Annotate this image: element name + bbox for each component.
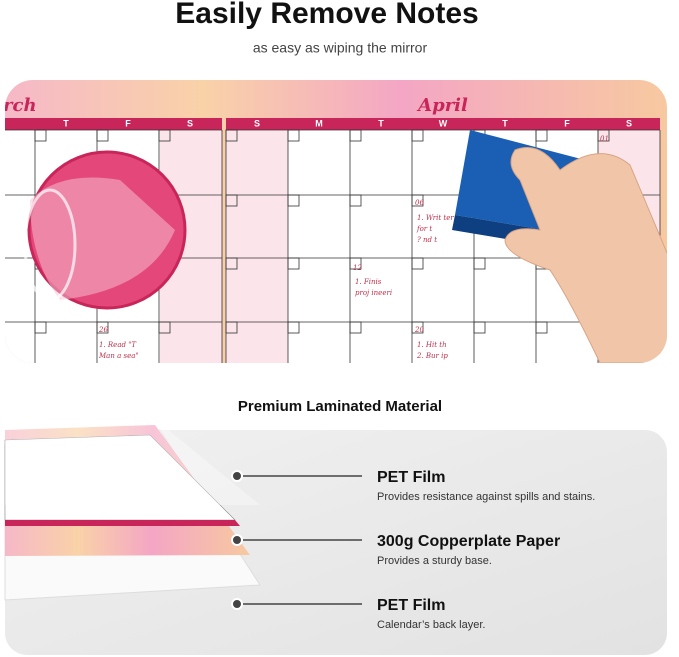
weekday: S <box>254 118 260 128</box>
layer-name: 300g Copperplate Paper <box>377 533 560 550</box>
note: Man a sea" <box>98 352 139 360</box>
date-box <box>473 257 486 270</box>
date-box <box>225 194 238 207</box>
date: 12 <box>353 264 362 272</box>
weekday: T <box>378 118 384 128</box>
weekday: M <box>315 118 323 128</box>
weekday: T <box>63 118 69 128</box>
pointer-dot <box>231 598 243 610</box>
date: 06 <box>415 199 424 207</box>
date-box <box>287 194 300 207</box>
date-box <box>349 129 362 142</box>
calendar-bar <box>5 520 240 526</box>
section-title: Premium Laminated Material <box>238 398 442 415</box>
film-sheet <box>30 177 175 300</box>
weekday: S <box>187 118 193 128</box>
date-box <box>411 257 424 270</box>
weekend-column <box>226 130 288 363</box>
date-box <box>225 321 238 334</box>
note: 1. Writ ter <box>417 214 454 222</box>
date-box <box>158 321 171 334</box>
date-box <box>411 321 424 334</box>
date: 20 <box>414 326 424 334</box>
note: 1. Read "T <box>99 341 137 349</box>
film-roll <box>23 188 77 302</box>
layer-description: Calendar’s back layer. <box>377 619 485 631</box>
date-box <box>225 129 238 142</box>
date-box <box>473 321 486 334</box>
weekday: W <box>439 118 448 128</box>
date-box <box>287 129 300 142</box>
note: 2. Bur ip <box>416 352 448 360</box>
subtitle: as easy as wiping the mirror <box>253 40 428 56</box>
pointer-dot <box>231 470 243 482</box>
film-sheet <box>5 415 260 505</box>
layers-illustration <box>4 415 261 601</box>
date-box <box>349 321 362 334</box>
date-box <box>349 257 362 270</box>
date: 26 <box>98 326 108 334</box>
layer-name: PET Film <box>377 469 445 486</box>
note: 1. Finis <box>355 278 382 286</box>
date-box <box>597 129 610 142</box>
weekday-bar <box>5 118 222 130</box>
note: proj ineeri <box>355 289 392 297</box>
date-box <box>158 129 171 142</box>
date-box <box>287 257 300 270</box>
weekday: F <box>125 118 131 128</box>
month-label: rch <box>3 95 37 116</box>
date: 01 <box>600 135 609 143</box>
hand <box>504 147 667 363</box>
date-box <box>96 321 109 334</box>
date-box <box>349 194 362 207</box>
date-box <box>535 129 548 142</box>
note: 1. Hit th <box>417 341 447 349</box>
date-box <box>225 257 238 270</box>
date-box <box>96 129 109 142</box>
date-box <box>34 129 47 142</box>
date-box <box>411 194 424 207</box>
weekday: S <box>626 118 632 128</box>
layer-description: Provides a sturdy base. <box>377 555 492 567</box>
month-label: April <box>416 95 468 116</box>
weekday: F <box>564 118 570 128</box>
layer-description: Provides resistance against spills and s… <box>377 491 595 503</box>
note: for t <box>416 225 432 233</box>
title: Easily Remove Notes <box>175 0 478 30</box>
weekday: T <box>502 118 508 128</box>
date-box <box>34 321 47 334</box>
layer-name: PET Film <box>377 597 445 614</box>
date-box <box>411 129 424 142</box>
weekday-bar <box>226 118 660 130</box>
date-box <box>535 321 548 334</box>
pointer-dot <box>231 534 243 546</box>
note: ? nd t <box>417 236 437 244</box>
date-box <box>287 321 300 334</box>
calendar: rch April T F S S M T W T F S 01 06 12 20 26 1. R… <box>3 80 667 363</box>
